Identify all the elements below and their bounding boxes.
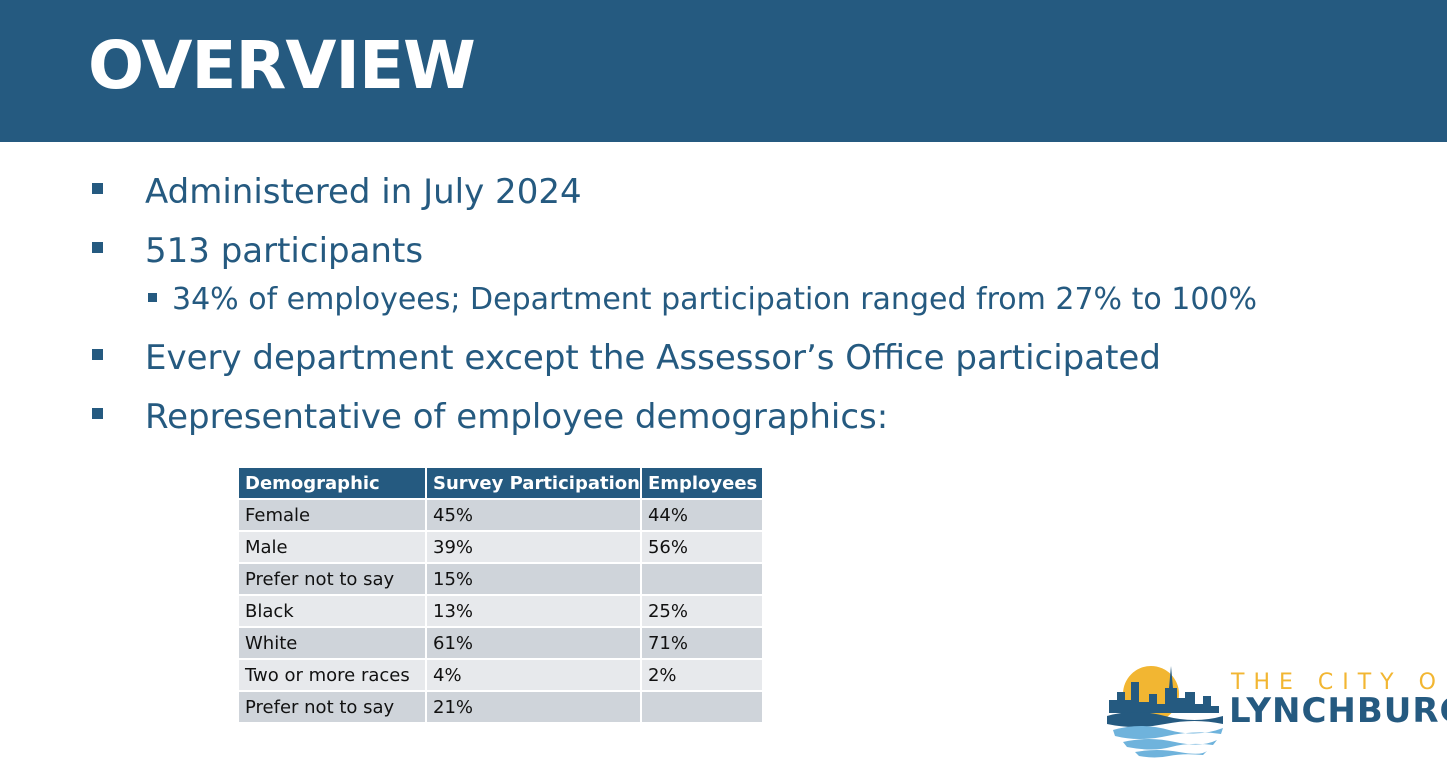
table-cell: Male	[237, 530, 427, 564]
table-cell	[639, 690, 764, 724]
skyline-emblem-icon	[1107, 666, 1223, 758]
table-cell: 61%	[425, 626, 642, 660]
bullet-text: 513 participants	[145, 231, 424, 271]
table-cell: 15%	[425, 562, 642, 596]
table-cell	[639, 562, 764, 596]
table-row: Prefer not to say 15%	[237, 562, 764, 596]
table-cell: 71%	[639, 626, 764, 660]
bullet-text: Administered in July 2024	[145, 172, 582, 212]
table-cell: 44%	[639, 498, 764, 532]
bullet-text: Representative of employee demographics:	[145, 397, 889, 437]
sub-bullet-text: 34% of employees; Department participati…	[172, 282, 1258, 317]
bullet-square-icon	[92, 183, 103, 194]
table-cell: Female	[237, 498, 427, 532]
bullet-square-icon	[92, 242, 103, 253]
table-row: Prefer not to say 21%	[237, 690, 764, 724]
column-header-employees: Employees	[639, 466, 764, 500]
table-cell: 4%	[425, 658, 642, 692]
table-cell: 2%	[639, 658, 764, 692]
table-cell: 21%	[425, 690, 642, 724]
table-cell: 56%	[639, 530, 764, 564]
table-row: White 61% 71%	[237, 626, 764, 660]
table-header-row: Demographic Survey Participation Employe…	[237, 466, 764, 500]
logo-text-lynchburg: LYNCHBURG	[1229, 691, 1447, 731]
title-banner: OVERVIEW	[0, 0, 1447, 142]
bullet-square-icon	[92, 408, 103, 419]
city-logo: THE CITY OF LYNCHBURG	[1105, 658, 1447, 758]
table-row: Female 45% 44%	[237, 498, 764, 532]
sub-bullet-square-icon	[148, 293, 157, 302]
table-cell: Prefer not to say	[237, 562, 427, 596]
column-header-survey-participation: Survey Participation	[425, 466, 642, 500]
table-row: Two or more races 4% 2%	[237, 658, 764, 692]
demographics-table: Demographic Survey Participation Employe…	[237, 466, 764, 724]
table-cell: 45%	[425, 498, 642, 532]
table-cell: 25%	[639, 594, 764, 628]
table-cell: 39%	[425, 530, 642, 564]
table-cell: 13%	[425, 594, 642, 628]
slide-title: OVERVIEW	[88, 27, 476, 104]
logo-text-the-city-of: THE CITY OF	[1231, 670, 1447, 695]
table-row: Male 39% 56%	[237, 530, 764, 564]
table-cell: Black	[237, 594, 427, 628]
column-header-demographic: Demographic	[237, 466, 427, 500]
table-cell: White	[237, 626, 427, 660]
bullet-square-icon	[92, 349, 103, 360]
table-row: Black 13% 25%	[237, 594, 764, 628]
table-cell: Two or more races	[237, 658, 427, 692]
bullet-text: Every department except the Assessor’s O…	[145, 338, 1161, 378]
table-cell: Prefer not to say	[237, 690, 427, 724]
